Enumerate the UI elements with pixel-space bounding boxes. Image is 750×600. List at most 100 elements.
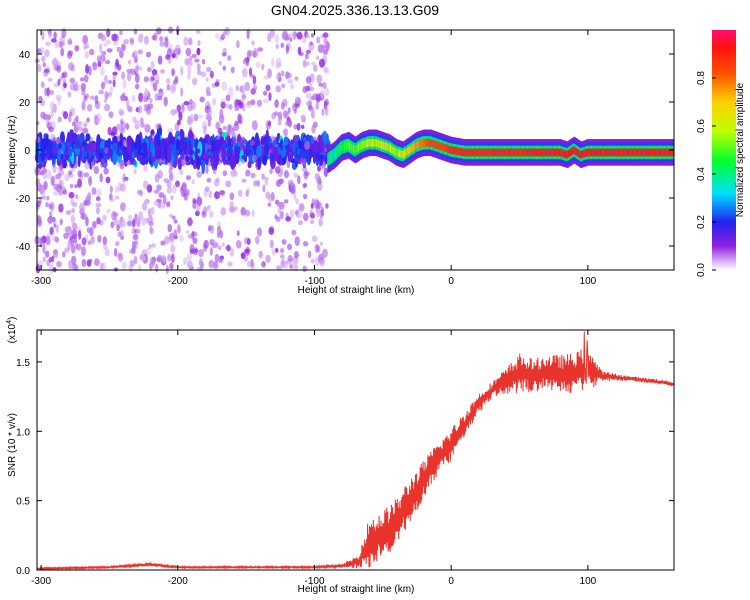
heatmap-cell: [81, 258, 87, 268]
heatmap-cell: [251, 120, 258, 131]
heatmap-cell: [151, 35, 156, 41]
heatmap-cell: [315, 256, 319, 267]
heatmap-cell: [184, 58, 190, 66]
heatmap-cell: [71, 167, 75, 173]
heatmap-cell: [169, 239, 175, 245]
heatmap-cell: [370, 139, 373, 147]
heatmap-cell: [77, 170, 82, 178]
heatmap-cell: [189, 244, 195, 254]
heatmap-cell: [106, 48, 113, 53]
heatmap-cell: [359, 142, 362, 151]
heatmap-cell: [276, 199, 280, 208]
heatmap-cell: [48, 203, 53, 210]
heatmap-cell: [311, 235, 318, 242]
heatmap-cell: [251, 209, 255, 218]
heatmap-cell: [177, 119, 181, 126]
heatmap-cell: [150, 60, 155, 69]
heatmap-cell: [186, 252, 192, 262]
heatmap-cell: [166, 201, 171, 208]
heatmap-cell: [61, 251, 66, 258]
heatmap-cell: [192, 237, 198, 244]
snr-y-label: SNR (10 * v/v): [7, 413, 18, 477]
heatmap-cell: [60, 47, 65, 57]
heatmap-cell: [67, 50, 73, 59]
heatmap-cell: [128, 264, 134, 272]
heatmap-cell: [244, 249, 249, 254]
heatmap-cell: [117, 135, 121, 142]
heatmap-cell: [275, 247, 279, 253]
heatmap-cell: [310, 212, 315, 219]
heatmap-cell: [40, 171, 45, 176]
heatmap-cell: [165, 54, 171, 60]
heatmap-cell: [244, 148, 249, 154]
heatmap-cell: [155, 143, 159, 157]
heatmap-cell: [125, 161, 131, 166]
heatmap-cell: [45, 250, 50, 258]
heatmap-cell: [317, 44, 324, 54]
heatmap-cell: [104, 91, 109, 100]
heatmap-cell: [103, 42, 108, 47]
heatmap-cell: [302, 266, 308, 272]
heatmap-cell: [296, 148, 300, 156]
snr-frame: [36, 329, 675, 571]
heatmap-cell: [108, 111, 114, 119]
heatmap-cell: [121, 92, 126, 98]
heatmap-cell: [106, 208, 111, 214]
heatmap-cell: [312, 64, 318, 72]
heatmap-cell: [89, 48, 95, 56]
heatmap-cell: [55, 94, 62, 101]
heatmap-cell: [138, 92, 144, 103]
heatmap-cell: [141, 141, 148, 153]
heatmap-cell: [109, 197, 115, 202]
heatmap-cell: [55, 137, 61, 145]
heatmap-cell: [68, 260, 73, 270]
heatmap-cell: [42, 256, 47, 263]
heatmap-cell: [39, 152, 46, 159]
heatmap-cell: [86, 104, 93, 112]
heatmap-cell: [196, 114, 203, 119]
heatmap-cell: [144, 87, 149, 98]
heatmap-cell: [134, 55, 138, 64]
heatmap-cell: [43, 68, 50, 73]
heatmap-cell: [250, 172, 256, 179]
heatmap-cell: [271, 247, 277, 256]
heatmap-cell: [452, 146, 455, 155]
heatmap-cell: [285, 44, 290, 55]
heatmap-cell: [214, 179, 220, 187]
heatmap-cell: [57, 78, 61, 86]
heatmap-cell: [74, 146, 80, 156]
heatmap-cell: [167, 128, 174, 134]
y-tick-label: 0.0: [16, 566, 30, 577]
heatmap-cell: [252, 75, 257, 85]
heatmap-cell: [221, 52, 227, 57]
x-tick-label: -100: [304, 276, 324, 287]
heatmap-cell: [96, 206, 100, 215]
heatmap-cell: [283, 199, 289, 204]
x-tick-label: 0: [448, 276, 454, 287]
heatmap-cell: [54, 40, 60, 49]
heatmap-cell: [166, 77, 171, 85]
heatmap-cell: [87, 192, 92, 201]
heatmap-cell: [70, 214, 76, 224]
heatmap-cell: [212, 168, 217, 175]
heatmap-cell: [267, 120, 272, 127]
heatmap-cell: [112, 79, 116, 88]
heatmap-cell: [58, 41, 64, 48]
heatmap-cell: [183, 257, 188, 266]
heatmap-cell: [84, 51, 90, 59]
heatmap-cell: [314, 243, 320, 253]
heatmap-cell: [39, 46, 45, 54]
heatmap-cell: [40, 138, 47, 153]
x-tick-label: -200: [168, 576, 188, 587]
colorbar-tick-label: 0.2: [696, 215, 707, 229]
heatmap-cell: [82, 141, 86, 147]
heatmap-cell: [53, 223, 57, 228]
heatmap-cell: [69, 77, 75, 84]
heatmap-cell: [81, 246, 86, 256]
heatmap-cell: [180, 66, 184, 76]
heatmap-cell: [198, 249, 204, 258]
heatmap-cell: [78, 230, 82, 240]
heatmap-cell: [196, 204, 201, 210]
heatmap-cell: [271, 112, 276, 120]
colorbar-tick-label: 0.6: [696, 119, 707, 133]
